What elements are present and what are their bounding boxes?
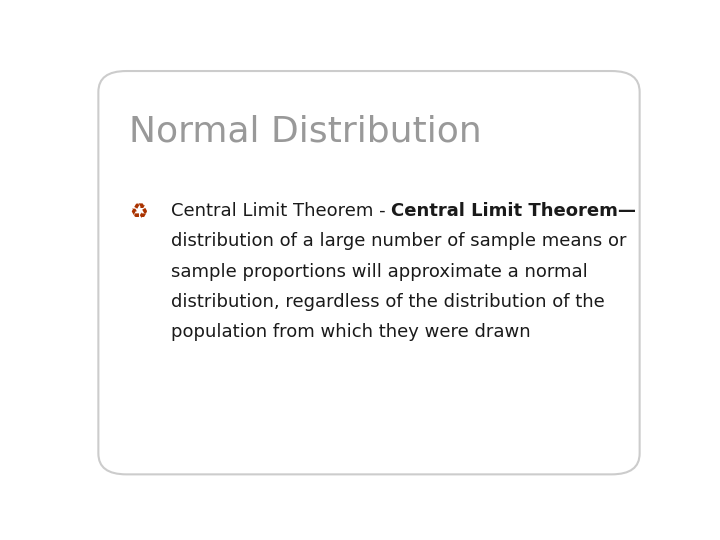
Text: Central Limit Theorem -: Central Limit Theorem - (171, 202, 391, 220)
Text: population from which they were drawn: population from which they were drawn (171, 323, 531, 341)
Text: Central Limit Theorem—: Central Limit Theorem— (391, 202, 636, 220)
Text: Normal Distribution: Normal Distribution (129, 114, 482, 148)
Text: ♻: ♻ (129, 202, 148, 222)
Text: distribution, regardless of the distribution of the: distribution, regardless of the distribu… (171, 293, 605, 311)
Text: distribution of a large number of sample means or: distribution of a large number of sample… (171, 232, 626, 251)
Text: sample proportions will approximate a normal: sample proportions will approximate a no… (171, 263, 588, 281)
FancyBboxPatch shape (99, 71, 639, 474)
